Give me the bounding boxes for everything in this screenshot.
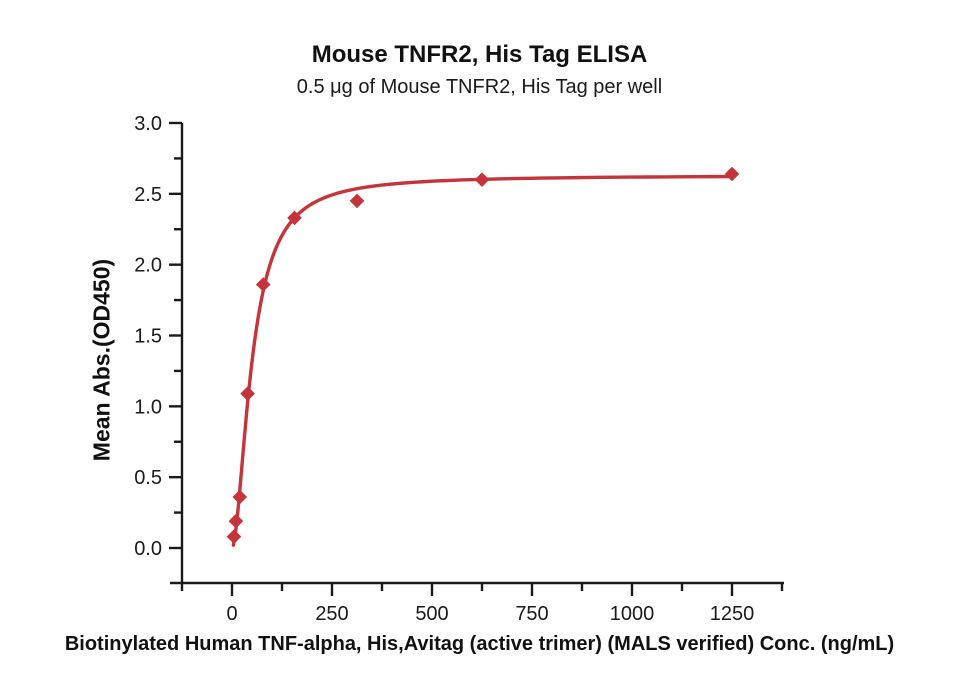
fit-curve bbox=[231, 174, 734, 547]
data-point-marker bbox=[349, 193, 365, 209]
data-point-marker bbox=[287, 210, 302, 226]
x-tick-label: 500 bbox=[415, 603, 448, 625]
x-tick-label: 250 bbox=[315, 603, 348, 625]
chart-title: Mouse TNFR2, His Tag ELISA bbox=[311, 41, 648, 68]
x-tick-label: 0 bbox=[226, 603, 237, 625]
data-point-marker bbox=[232, 489, 248, 505]
data-point-marker bbox=[228, 513, 244, 529]
y-tick-label: 2.5 bbox=[134, 184, 162, 206]
data-point-marker bbox=[724, 166, 740, 182]
x-tick-label: 1250 bbox=[710, 603, 755, 625]
x-tick-label: 750 bbox=[515, 603, 548, 625]
y-tick-label: 3.0 bbox=[134, 113, 162, 135]
data-point-marker bbox=[240, 386, 255, 401]
y-tick-label: 2.0 bbox=[134, 255, 162, 277]
y-tick-label: 0.5 bbox=[134, 467, 162, 489]
y-tick-label: 1.0 bbox=[134, 396, 162, 418]
data-point-marker bbox=[255, 277, 271, 292]
y-tick-label: 1.5 bbox=[134, 325, 162, 347]
data-point-marker bbox=[474, 172, 490, 187]
x-tick-label: 1000 bbox=[610, 603, 655, 625]
chart-subtitle: 0.5 μg of Mouse TNFR2, His Tag per well bbox=[296, 76, 663, 98]
data-point-marker bbox=[226, 529, 242, 544]
y-tick-label: 0.0 bbox=[134, 538, 162, 560]
x-axis-label: Biotinylated Human TNF-alpha, His,Avitag… bbox=[64, 633, 895, 655]
